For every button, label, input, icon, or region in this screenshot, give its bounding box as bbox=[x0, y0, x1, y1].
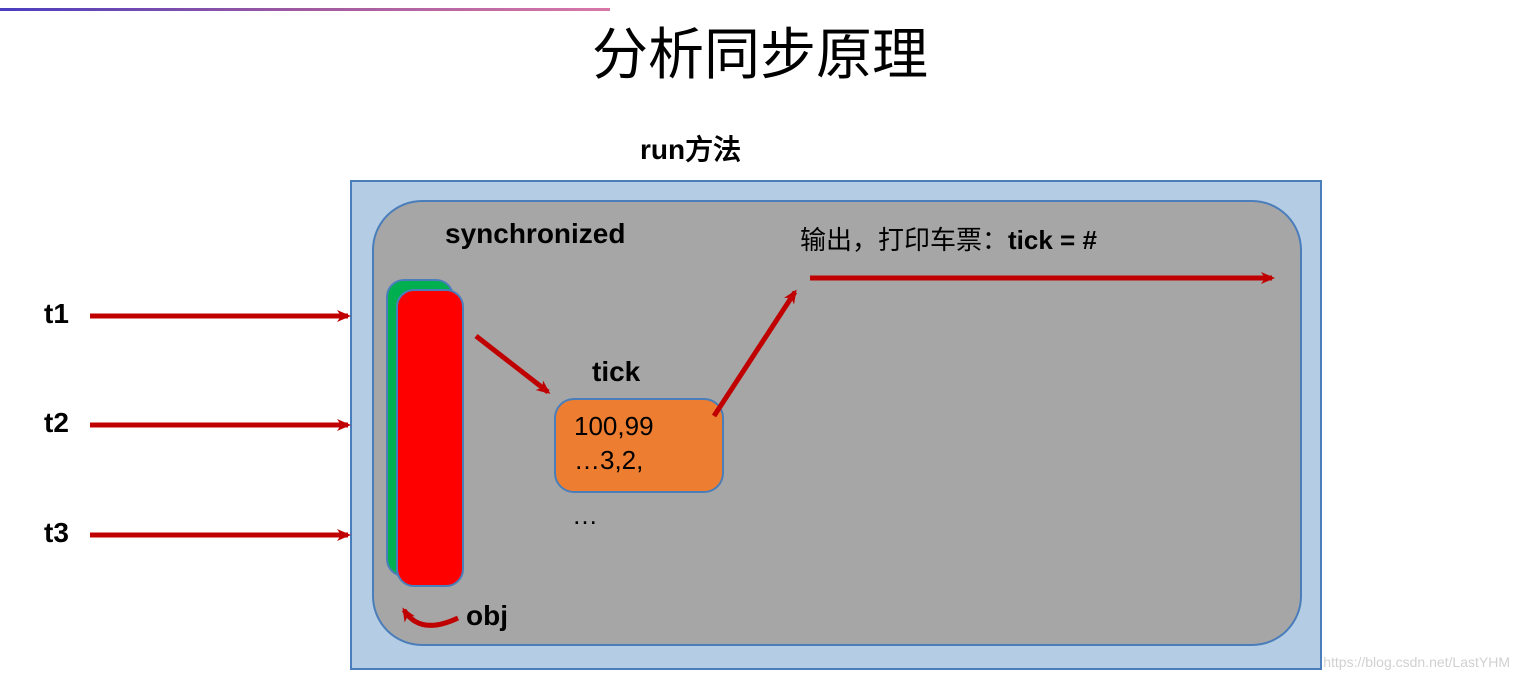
tick-line2: …3,2, bbox=[574, 444, 704, 478]
inner-synchronized-container bbox=[372, 200, 1302, 646]
thread-t2-label: t2 bbox=[44, 407, 69, 439]
block-front-red bbox=[396, 289, 464, 587]
page-title: 分析同步原理 bbox=[0, 10, 1520, 91]
synchronized-label: synchronized bbox=[445, 218, 625, 250]
tick-overflow: … bbox=[572, 500, 598, 531]
thread-t1-label: t1 bbox=[44, 298, 69, 330]
thread-t3-label: t3 bbox=[44, 517, 69, 549]
tick-label: tick bbox=[592, 356, 640, 388]
obj-label: obj bbox=[466, 600, 508, 632]
output-prefix: 输出，打印车票： bbox=[800, 225, 1008, 255]
output-tick-value: tick = # bbox=[1008, 225, 1097, 255]
tick-line1: 100,99 bbox=[574, 410, 704, 444]
watermark: https://blog.csdn.net/LastYHM bbox=[1323, 654, 1510, 670]
subtitle-run-method: run方法 bbox=[640, 128, 741, 168]
output-label: 输出，打印车票：tick = # bbox=[800, 220, 1097, 257]
tick-value-box: 100,99 …3,2, bbox=[554, 398, 724, 493]
thread-queue-block bbox=[386, 279, 464, 587]
